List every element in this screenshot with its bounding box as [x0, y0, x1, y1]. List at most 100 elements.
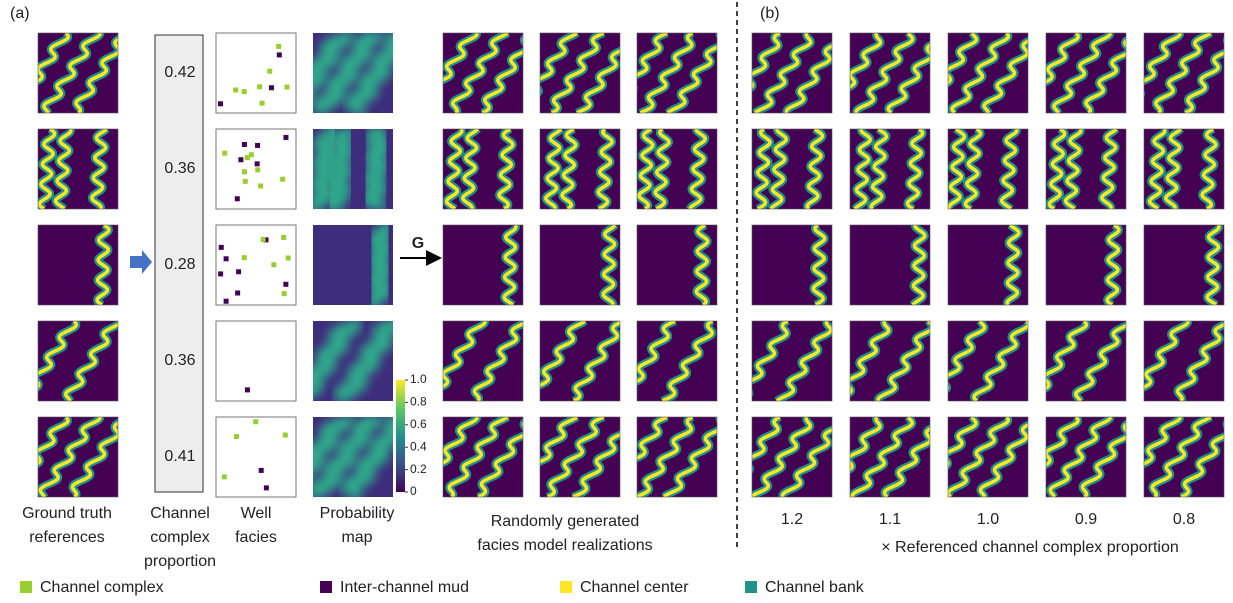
well-cell [280, 177, 285, 182]
image [38, 225, 118, 305]
image [1018, 417, 1140, 497]
image [1144, 129, 1224, 209]
well-cell [271, 262, 276, 267]
column-caption: Probability [320, 505, 395, 522]
image [1120, 417, 1233, 497]
panel-label: (a) [10, 5, 30, 22]
well-cell [283, 282, 288, 287]
factor-label: 0.9 [1075, 511, 1097, 528]
generator-label: G [412, 235, 424, 252]
image [821, 417, 944, 497]
image [313, 129, 393, 209]
proportion-value: 0.28 [164, 256, 195, 273]
x-label: × Referenced channel complex proportion [881, 539, 1179, 556]
well-cell [218, 271, 223, 276]
well-cell [286, 256, 291, 261]
well-cell [255, 143, 260, 148]
image [8, 417, 131, 497]
image [518, 417, 629, 497]
well-cell [276, 44, 281, 49]
proportion-value: 0.36 [164, 352, 195, 369]
well-cell [242, 142, 247, 147]
column-caption: complex [150, 529, 210, 546]
image [930, 321, 1029, 401]
well-cell [261, 237, 266, 242]
legend-swatch [560, 581, 572, 593]
proportion-value: 0.42 [164, 64, 195, 81]
legend-swatch [320, 581, 332, 593]
colorbar-tick-label: 0.4 [410, 439, 427, 453]
image [1046, 225, 1126, 305]
image [540, 225, 620, 305]
figure: (a) (b) G 0.420.360.280.360.4100.20.40.6… [0, 0, 1233, 603]
well-cell [243, 179, 248, 184]
image [1124, 33, 1233, 113]
colorbar-tick-label: 1.0 [410, 372, 427, 386]
proportion-value: 0.41 [164, 448, 195, 465]
well-cell [259, 468, 264, 473]
mud [752, 33, 832, 113]
column-caption: Ground truth [22, 505, 112, 522]
image [948, 225, 1028, 305]
well-cell [234, 434, 239, 439]
well-cell [269, 85, 274, 90]
image [431, 321, 528, 401]
well-cell [245, 387, 250, 392]
colorbar-tick-label: 0.6 [410, 417, 427, 431]
image [285, 417, 408, 497]
legend-swatch [20, 581, 32, 593]
column-caption: facies [235, 529, 277, 546]
colorbar-tick-label: 0.8 [410, 395, 427, 409]
well-cell [235, 196, 240, 201]
column-caption: facies model realizations [477, 537, 652, 554]
well-cell [267, 69, 272, 74]
image [850, 225, 930, 305]
image [752, 225, 832, 305]
image [637, 129, 717, 209]
well-frame [216, 321, 296, 401]
image [916, 417, 1041, 497]
image [38, 129, 118, 209]
image [421, 33, 535, 113]
image [1032, 321, 1131, 401]
column-caption: Randomly generated [491, 513, 640, 530]
image [443, 129, 523, 209]
image [1144, 225, 1224, 305]
well-cell [258, 184, 263, 189]
prob-band [374, 225, 386, 305]
well-cell [222, 474, 227, 479]
image [850, 129, 930, 209]
legend-swatch [745, 581, 757, 593]
legend-label: Channel center [580, 579, 689, 596]
image [22, 321, 121, 401]
well-cell [253, 419, 258, 424]
column-caption: map [341, 529, 372, 546]
arrow [130, 250, 152, 274]
well-cell [255, 167, 260, 172]
column-caption: proportion [144, 553, 216, 570]
well-cell [224, 256, 229, 261]
colorbar [396, 380, 405, 492]
well-cell [281, 235, 286, 240]
factor-label: 1.1 [879, 511, 901, 528]
well-cell [233, 88, 238, 93]
prob-band [333, 129, 348, 209]
image [1046, 129, 1126, 209]
panel-label: (b) [760, 5, 780, 22]
prob-band [369, 129, 384, 209]
legend-label: Channel complex [40, 579, 164, 596]
well-cell [249, 152, 254, 157]
well-cell [242, 169, 247, 174]
well-cell [264, 485, 269, 490]
legend-label: Channel bank [765, 579, 865, 596]
well-cell [224, 299, 229, 304]
well-cell [257, 84, 262, 89]
image [313, 225, 393, 305]
well-cell [222, 151, 227, 156]
factor-label: 1.2 [781, 511, 803, 528]
well-cell [242, 89, 247, 94]
image [728, 33, 843, 113]
legend-label: Inter-channel mud [340, 579, 469, 596]
image [12, 33, 131, 113]
image [289, 33, 408, 113]
